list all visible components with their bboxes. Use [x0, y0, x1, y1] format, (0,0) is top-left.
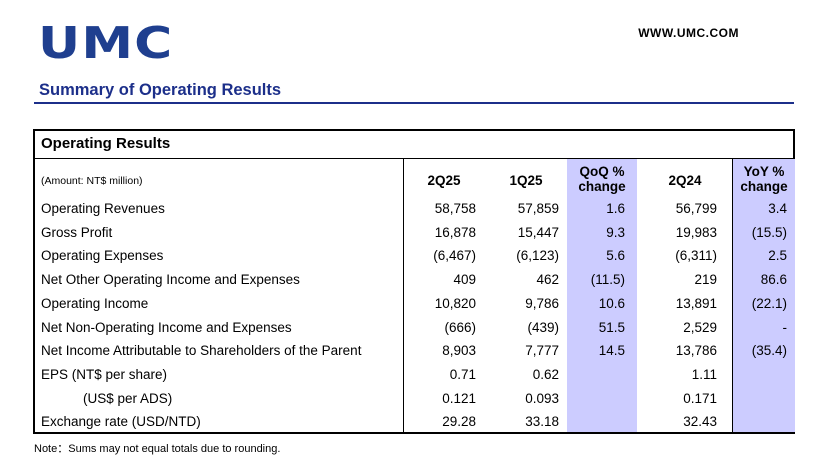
- cell-q1q25: 0.62: [532, 366, 559, 382]
- cell-q2q25: 58,758: [434, 201, 476, 216]
- cell-qoq: 51.5: [598, 319, 625, 335]
- table-row: Exchange rate (USD/NTD) 29.28 33.18 32.43: [35, 410, 793, 434]
- cell-q1q25: 57,859: [517, 201, 559, 216]
- column-divider: [403, 158, 404, 432]
- row-label: Net Other Operating Income and Expenses: [41, 272, 300, 288]
- table-row: Net Other Operating Income and Expenses 4…: [35, 268, 793, 292]
- cell-qoq: (11.5): [590, 272, 625, 288]
- cell-q2q24: 1.11: [691, 366, 717, 382]
- cell-q2q24: 13,786: [675, 343, 717, 359]
- cell-q2q25: (666): [444, 319, 476, 335]
- yoy-header-line2: change: [740, 179, 788, 194]
- cell-q1q25: 0.093: [525, 390, 559, 406]
- row-label: Operating Revenues: [41, 201, 165, 216]
- row-label: (US$ per ADS): [83, 390, 173, 406]
- cell-q1q25: (6,123): [516, 248, 559, 264]
- table-row: Operating Expenses (6,467) (6,123) 5.6 (6,31…: [35, 244, 793, 268]
- column-header-2q25: 2Q25: [427, 173, 461, 188]
- umc-logo: UMC: [38, 18, 174, 69]
- footnote: Note：Sums may not equal totals due to ro…: [34, 443, 281, 455]
- cell-yoy: -: [782, 319, 788, 335]
- cell-q2q25: 0.71: [449, 366, 476, 382]
- cell-qoq: 14.5: [598, 343, 625, 359]
- operating-results-table: Operating Results (Amount: NT$ million) …: [33, 129, 795, 434]
- cell-q2q25: 409: [453, 272, 476, 288]
- cell-q1q25: 7,777: [525, 343, 559, 359]
- row-label: Net Income Attributable to Shareholders …: [41, 343, 362, 359]
- cell-q2q24: 0.171: [683, 390, 717, 406]
- yoy-header-line1: YoY %: [743, 164, 785, 179]
- cell-yoy: 2.5: [768, 248, 787, 264]
- cell-q2q24: 13,891: [675, 295, 717, 311]
- table-row: Operating Revenues 58,758 57,859 1.6 56,799 3…: [35, 197, 793, 221]
- cell-q1q25: 15,447: [517, 224, 559, 240]
- row-label: EPS (NT$ per share): [41, 366, 168, 382]
- cell-qoq: 1.6: [606, 201, 625, 216]
- qoq-header-line1: QoQ %: [579, 164, 625, 179]
- row-label: Operating Expenses: [41, 248, 164, 264]
- cell-q2q24: 32.43: [683, 414, 717, 430]
- cell-q2q25: 8,903: [442, 343, 476, 359]
- cell-q1q25: 33.18: [525, 414, 559, 430]
- cell-q2q24: 19,983: [675, 224, 717, 240]
- cell-yoy: 3.4: [768, 201, 787, 216]
- cell-qoq: 10.6: [598, 295, 625, 311]
- row-label: Net Non-Operating Income and Expenses: [41, 319, 292, 335]
- cell-q2q25: 16,878: [434, 224, 476, 240]
- cell-q2q24: 56,799: [675, 201, 717, 216]
- table-row: Net Income Attributable to Shareholders …: [35, 339, 793, 363]
- column-header-1q25: 1Q25: [509, 173, 543, 188]
- cell-q2q25: 0.121: [442, 390, 476, 406]
- table-row: Operating Income 10,820 9,786 10.6 13,891 (22…: [35, 292, 793, 316]
- cell-yoy: 86.6: [760, 272, 787, 288]
- qoq-header-line2: change: [578, 179, 626, 194]
- qoq-column-highlight: [567, 159, 637, 432]
- page-title: Summary of Operating Results: [39, 81, 282, 99]
- cell-q2q24: 219: [694, 272, 717, 288]
- title-underline: [34, 102, 794, 104]
- cell-yoy: (35.4): [751, 343, 787, 359]
- cell-yoy: (22.1): [751, 295, 787, 311]
- header-divider: [35, 158, 793, 159]
- cell-q2q24: (6,311): [675, 248, 717, 264]
- cell-q2q24: 2,529: [683, 319, 717, 335]
- cell-qoq: 5.6: [606, 248, 625, 264]
- column-divider: [732, 158, 733, 432]
- cell-q1q25: (439): [527, 319, 559, 335]
- column-header-2q24: 2Q24: [668, 173, 702, 188]
- yoy-column-highlight: [733, 159, 795, 432]
- table-row: (US$ per ADS) 0.121 0.093 0.171: [35, 387, 793, 411]
- cell-q1q25: 9,786: [525, 295, 559, 311]
- table-row: EPS (NT$ per share) 0.71 0.62 1.11: [35, 363, 793, 387]
- row-label: Exchange rate (USD/NTD): [41, 414, 201, 430]
- section-title: Operating Results: [41, 135, 171, 152]
- cell-q2q25: 29.28: [442, 414, 476, 430]
- website-url[interactable]: WWW.UMC.COM: [638, 26, 739, 40]
- table-row: Net Non-Operating Income and Expenses (66…: [35, 316, 793, 340]
- column-header-qoq: QoQ % change: [567, 164, 637, 194]
- cell-q2q25: (6,467): [433, 248, 476, 264]
- row-label: Gross Profit: [41, 224, 113, 240]
- cell-yoy: (15.5): [751, 224, 787, 240]
- cell-q1q25: 462: [536, 272, 559, 288]
- cell-q2q25: 10,820: [434, 295, 476, 311]
- cell-qoq: 9.3: [606, 224, 625, 240]
- row-label: Operating Income: [41, 295, 149, 311]
- amount-note: (Amount: NT$ million): [41, 175, 143, 187]
- column-header-yoy: YoY % change: [733, 164, 795, 194]
- table-row: Gross Profit 16,878 15,447 9.3 19,983 (15.5): [35, 221, 793, 245]
